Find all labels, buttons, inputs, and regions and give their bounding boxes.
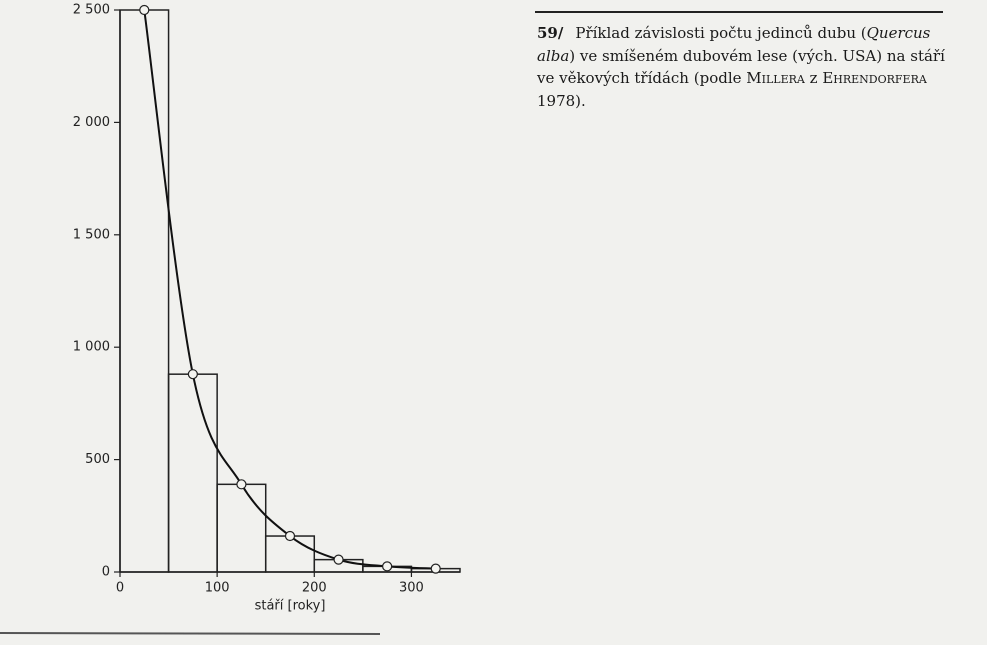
point [430, 563, 441, 574]
caption-text: Quercus alba [537, 24, 931, 65]
x-tick-label: 100 [205, 581, 230, 596]
caption-text: 1978). [537, 91, 586, 110]
caption-text: Ehrendorfera [822, 69, 927, 87]
caption-text: Příklad závislosti počtu jedinců dubu ( [575, 24, 867, 42]
x-tick-label: 300 [399, 581, 424, 596]
x-axis-label: stáří [roky] [255, 599, 326, 614]
bar [264, 535, 316, 573]
y-tick-label: 500 [85, 452, 110, 467]
y-tick-label: 2 500 [73, 3, 110, 18]
caption-text: z [804, 69, 823, 87]
bar [119, 9, 170, 573]
point [236, 479, 247, 490]
bar [216, 483, 267, 573]
y-tick-label: 1 500 [73, 227, 110, 242]
fit-curve [143, 9, 436, 570]
page-rule [0, 632, 381, 635]
point [187, 369, 198, 380]
x-tick-label: 200 [302, 581, 327, 596]
point [382, 561, 393, 572]
point [139, 4, 150, 16]
point [284, 530, 296, 542]
caption: 59/Příklad závislosti počtu jedinců dubu… [537, 22, 947, 112]
y-tick-label: 1 000 [73, 340, 110, 355]
caption-text: ) ve smíšeném dubovém lese (vých. USA) n… [537, 46, 945, 88]
x-tick-label: 0 [116, 581, 124, 596]
y-tick-label: 2 000 [73, 115, 110, 130]
point [333, 554, 344, 565]
figure-number: 59/ [537, 24, 564, 42]
y-tick-label: 0 [102, 565, 110, 580]
caption-text: Millera [746, 69, 805, 87]
bar [167, 373, 218, 573]
